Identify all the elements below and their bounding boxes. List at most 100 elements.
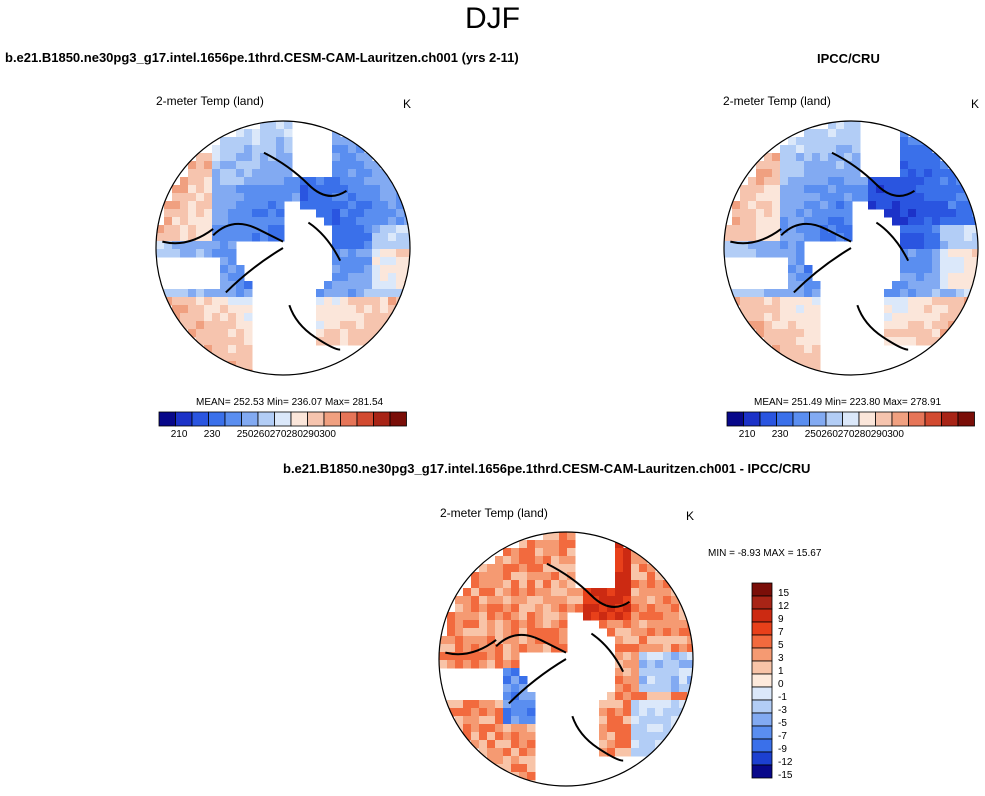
grid-cell bbox=[788, 145, 797, 154]
grid-cell bbox=[868, 193, 877, 202]
grid-cell bbox=[820, 233, 829, 242]
grid-cell bbox=[924, 265, 933, 274]
grid-cell bbox=[884, 321, 893, 330]
grid-cell bbox=[631, 612, 640, 621]
grid-cell bbox=[188, 289, 197, 298]
grid-cell bbox=[631, 732, 640, 741]
grid-cell bbox=[607, 700, 616, 709]
grid-cell bbox=[948, 305, 957, 314]
grid-cell bbox=[543, 556, 552, 565]
grid-cell bbox=[188, 233, 197, 242]
grid-cell bbox=[332, 297, 341, 306]
grid-cell bbox=[260, 201, 269, 210]
grid-cell bbox=[820, 193, 829, 202]
grid-cell bbox=[623, 580, 632, 589]
grid-cell bbox=[788, 209, 797, 218]
grid-cell bbox=[204, 313, 213, 322]
grid-cell bbox=[671, 644, 680, 653]
grid-cell bbox=[204, 201, 213, 210]
map-model bbox=[156, 121, 410, 375]
grid-cell bbox=[471, 580, 480, 589]
grid-cell bbox=[188, 201, 197, 210]
grid-cell bbox=[439, 660, 448, 669]
figure-title: DJF bbox=[465, 2, 520, 35]
grid-cell bbox=[519, 700, 528, 709]
colorbar-swatch bbox=[751, 751, 773, 766]
grid-cell bbox=[836, 225, 845, 234]
grid-cell bbox=[900, 193, 909, 202]
grid-cell bbox=[551, 540, 560, 549]
grid-cell bbox=[340, 201, 349, 210]
grid-cell bbox=[180, 193, 189, 202]
grid-cell bbox=[663, 716, 672, 725]
grid-cell bbox=[308, 193, 317, 202]
grid-cell bbox=[924, 233, 933, 242]
grid-cell bbox=[631, 620, 640, 629]
grid-cell bbox=[180, 241, 189, 250]
colorbar-swatch bbox=[158, 411, 176, 427]
grid-cell bbox=[852, 161, 861, 170]
grid-cell bbox=[463, 716, 472, 725]
grid-cell bbox=[679, 636, 688, 645]
grid-cell bbox=[388, 241, 397, 250]
grid-cell bbox=[812, 169, 821, 178]
grid-cell bbox=[212, 289, 221, 298]
grid-cell bbox=[487, 732, 496, 741]
grid-cell bbox=[948, 297, 957, 306]
colorbar-swatch bbox=[389, 411, 407, 427]
grid-cell bbox=[924, 161, 933, 170]
grid-cell bbox=[284, 193, 293, 202]
grid-cell bbox=[551, 548, 560, 557]
grid-cell bbox=[972, 257, 978, 266]
grid-cell bbox=[772, 337, 781, 346]
grid-cell bbox=[631, 740, 640, 749]
grid-cell bbox=[372, 329, 381, 338]
grid-cell bbox=[244, 313, 253, 322]
grid-cell bbox=[356, 241, 365, 250]
grid-cell bbox=[964, 225, 973, 234]
grid-cell bbox=[804, 281, 813, 290]
grid-cell bbox=[796, 297, 805, 306]
grid-cell bbox=[308, 201, 317, 210]
grid-cell bbox=[180, 217, 189, 226]
colorbar-swatch bbox=[751, 712, 773, 727]
grid-cell bbox=[607, 588, 616, 597]
grid-cell bbox=[340, 161, 349, 170]
grid-cell bbox=[852, 137, 861, 146]
grid-cell bbox=[543, 572, 552, 581]
grid-cell bbox=[748, 305, 757, 314]
grid-cell bbox=[916, 169, 925, 178]
grid-cell bbox=[836, 209, 845, 218]
grid-cell bbox=[796, 345, 805, 354]
colorbar-swatch bbox=[323, 411, 341, 427]
grid-cell bbox=[804, 337, 813, 346]
grid-cell bbox=[535, 612, 544, 621]
grid-cell bbox=[487, 636, 496, 645]
grid-cell bbox=[511, 684, 520, 693]
grid-cell bbox=[788, 337, 797, 346]
grid-cell bbox=[463, 588, 472, 597]
grid-cell bbox=[639, 676, 648, 685]
grid-cell bbox=[956, 249, 965, 258]
grid-cell bbox=[284, 153, 293, 162]
stats-diff: MIN = -8.93 MAX = 15.67 bbox=[708, 548, 822, 559]
grid-cell bbox=[487, 700, 496, 709]
grid-cell bbox=[788, 297, 797, 306]
grid-cell bbox=[583, 612, 592, 621]
grid-cell bbox=[900, 137, 909, 146]
grid-cell bbox=[228, 169, 237, 178]
grid-cell bbox=[388, 217, 397, 226]
grid-cell bbox=[348, 177, 357, 186]
colorbar-swatch bbox=[274, 411, 292, 427]
grid-cell bbox=[615, 596, 624, 605]
grid-cell bbox=[631, 588, 640, 597]
grid-cell bbox=[511, 676, 520, 685]
grid-cell bbox=[836, 169, 845, 178]
grid-cell bbox=[940, 217, 949, 226]
grid-cell bbox=[932, 305, 941, 314]
grid-cell bbox=[276, 233, 285, 242]
grid-cell bbox=[615, 636, 624, 645]
grid-cell bbox=[276, 217, 285, 226]
grid-cell bbox=[220, 305, 229, 314]
grid-cell bbox=[164, 233, 173, 242]
